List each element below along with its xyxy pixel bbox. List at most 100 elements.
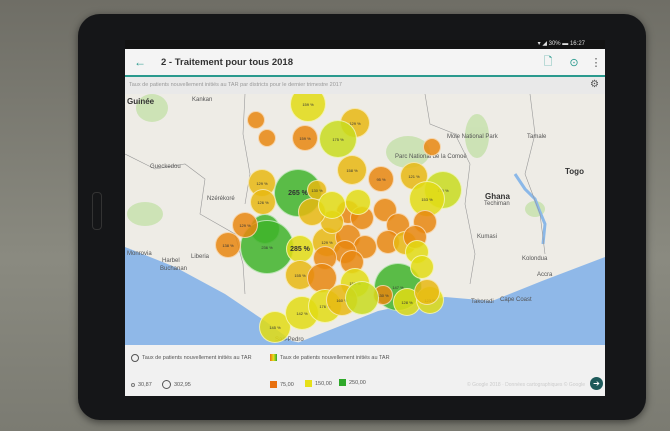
district-bubble[interactable]: 158 % xyxy=(337,155,367,185)
place-label: Harbel xyxy=(162,258,180,264)
locate-icon[interactable]: ⊙ xyxy=(569,56,579,69)
map-subtitle: Taux de patients nouvellement initiés au… xyxy=(125,77,605,94)
district-bubble[interactable]: 129 % xyxy=(232,212,258,238)
bubble-label: 130 % xyxy=(311,187,323,193)
arrow-right-icon[interactable]: ➔ xyxy=(590,377,603,390)
district-bubble[interactable]: 138 % xyxy=(215,232,241,258)
legend-panel: Taux de patients nouvellement initiés au… xyxy=(125,345,605,396)
district-bubble[interactable]: 159 % xyxy=(290,94,326,122)
district-bubble[interactable] xyxy=(247,111,265,129)
district-bubble[interactable]: 95 % xyxy=(368,166,394,192)
screen: ▾ ◢ 30% ▬ 16:27 ← 2 - Traitement pour to… xyxy=(125,40,605,396)
place-label: Gueckedou xyxy=(150,164,181,170)
large-circle-icon xyxy=(162,380,171,389)
color-swatch xyxy=(339,379,346,386)
place-label: Guinée xyxy=(127,97,155,106)
place-label: Techiman xyxy=(484,201,510,207)
district-bubble[interactable]: 175 % xyxy=(319,120,357,158)
size-legend-icon xyxy=(131,354,139,362)
place-label: Ghana xyxy=(485,192,510,201)
place-label: Monrovia xyxy=(127,251,152,257)
place-label: Tamale xyxy=(527,134,547,140)
size-min: 30,87 xyxy=(131,382,152,388)
district-bubble[interactable] xyxy=(423,138,441,156)
district-bubble[interactable] xyxy=(258,129,276,147)
bubble-label: 129 % xyxy=(349,120,361,126)
status-text: ▾ ◢ 30% ▬ 16:27 xyxy=(537,41,585,47)
color-legend-title: Taux de patients nouvellement initiés au… xyxy=(280,354,390,361)
bubble-label: 176 % xyxy=(319,303,331,309)
bubble-label: 147 % xyxy=(392,284,404,290)
bubble-label: 130 % xyxy=(377,292,389,298)
bubble-label: 265 % xyxy=(288,189,308,197)
park-area xyxy=(386,136,430,168)
place-label: Liberia xyxy=(191,254,210,260)
place-label: Kankan xyxy=(192,97,213,103)
place-label: Mole National Park xyxy=(447,134,498,140)
size-legend-title: Taux de patients nouvellement initiés au… xyxy=(142,355,252,361)
sea xyxy=(125,247,605,345)
bubble-label: 129 % xyxy=(256,180,268,186)
district-bubble[interactable] xyxy=(410,255,434,279)
place-label: Kumasi xyxy=(477,234,498,240)
filter-document-icon[interactable]: 🗋 xyxy=(543,55,553,68)
map-base xyxy=(125,94,605,345)
bubble-label: 160 % xyxy=(336,297,348,303)
park-area xyxy=(136,94,168,122)
color-swatch xyxy=(305,380,312,387)
size-max-value: 302,95 xyxy=(174,381,191,388)
bubble-label: 158 % xyxy=(346,167,358,173)
place-label: Togo xyxy=(565,167,584,176)
district-bubble[interactable] xyxy=(345,281,379,315)
park-area xyxy=(465,114,489,158)
color-stop-label: 150,00 xyxy=(315,380,332,387)
arrow-left-icon[interactable]: ← xyxy=(134,55,146,69)
color-stop: 250,00 xyxy=(339,379,366,386)
place-label: San-Pedro xyxy=(275,337,304,343)
map-view[interactable]: Guinée Kankan Ghana Togo Liberia Monrovia Kuma… xyxy=(125,94,605,345)
gear-icon[interactable]: ⚙ xyxy=(590,79,599,90)
district-bubble[interactable] xyxy=(345,189,371,215)
district-bubble[interactable]: 285 % xyxy=(286,235,314,263)
place-label: Parc National de la Comoé xyxy=(395,154,467,160)
place-label: Takoradi xyxy=(471,299,494,305)
lake-volta xyxy=(513,173,547,245)
map-attribution: © Google 2018 · Données cartographiques … xyxy=(467,382,585,388)
bubble-label: 145 % xyxy=(269,324,281,330)
color-legend-icon xyxy=(270,354,277,361)
color-stop-label: 75,00 xyxy=(280,381,294,388)
bubble-label: 129 % xyxy=(321,239,333,245)
bubble-label: 159 % xyxy=(299,135,311,141)
bubble-label: 155 % xyxy=(294,272,306,278)
color-stop: 150,00 xyxy=(305,380,332,387)
park-area xyxy=(127,202,163,226)
bubble-label: 95 % xyxy=(376,176,386,182)
size-min-value: 30,87 xyxy=(138,382,152,388)
bubble-label: 129 % xyxy=(239,222,251,228)
district-bubble[interactable]: 159 % xyxy=(292,125,318,151)
place-label: Buchanan xyxy=(160,266,188,272)
district-bubble[interactable] xyxy=(318,191,346,219)
place-label: Kolondua xyxy=(522,256,548,262)
legend-size: Taux de patients nouvellement initiés au… xyxy=(131,354,252,362)
status-bar: ▾ ◢ 30% ▬ 16:27 xyxy=(125,40,605,49)
bubble-label: 138 % xyxy=(222,242,234,248)
size-max: 302,95 xyxy=(162,380,191,389)
color-stop-label: 250,00 xyxy=(349,379,366,386)
bubble-label: 128 % xyxy=(401,299,413,305)
subtitle-text: Taux de patients nouvellement initiés au… xyxy=(129,82,342,88)
page-title: 2 - Traitement pour tous 2018 xyxy=(161,56,293,68)
bubble-label: 285 % xyxy=(290,245,310,253)
more-vert-icon[interactable]: ⋮ xyxy=(590,56,602,69)
district-bubble[interactable] xyxy=(414,279,440,305)
legend-color: Taux de patients nouvellement initiés au… xyxy=(270,354,390,361)
bubble-label: 142 % xyxy=(296,310,308,316)
tablet-side-key xyxy=(92,192,102,230)
bubble-label: 236 % xyxy=(261,244,273,250)
bubble-label: 126 % xyxy=(257,199,269,205)
place-label: Nzérékoré xyxy=(207,196,235,202)
app-bar: ← 2 - Traitement pour tous 2018 🗋 ⊙ ⋮ xyxy=(125,49,605,77)
place-label: Accra xyxy=(537,272,553,278)
district-bubble[interactable]: 126 % xyxy=(250,189,276,215)
color-stop: 75,00 xyxy=(270,381,294,388)
